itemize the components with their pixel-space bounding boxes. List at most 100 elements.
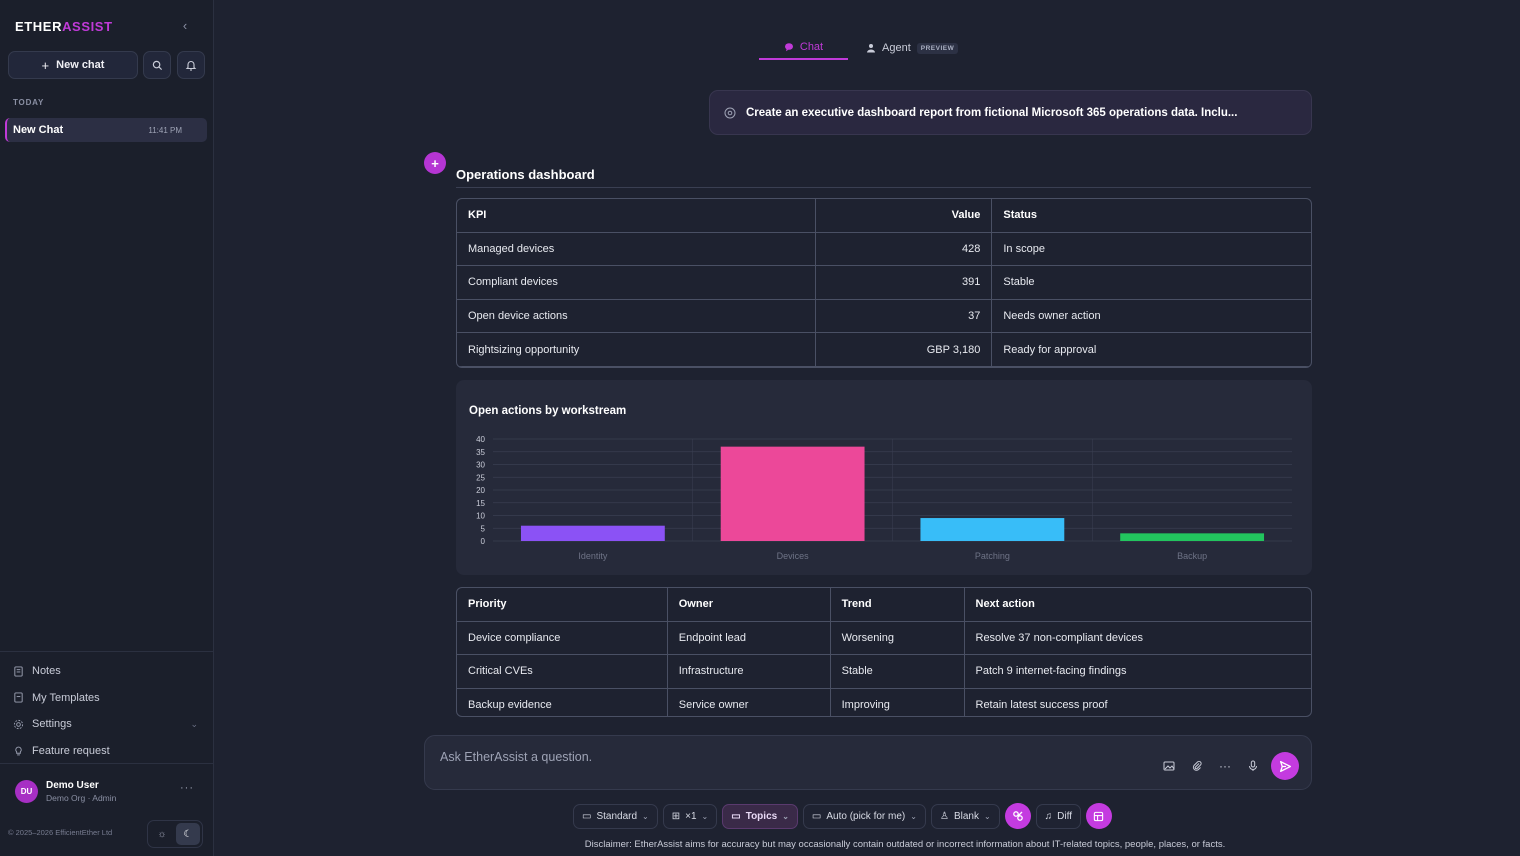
chart-title: Open actions by workstream (469, 405, 627, 417)
response-title: Operations dashboard (456, 167, 595, 182)
sidebar-item-settings[interactable]: Settings ⌄ (0, 711, 214, 738)
persona-select[interactable]: ♙ Blank ⌄ (930, 803, 1000, 829)
attach-button[interactable] (1183, 752, 1211, 780)
microphone-button[interactable] (1239, 752, 1267, 780)
bar-devices (720, 446, 865, 541)
chat-input[interactable]: Ask EtherAssist a question. (440, 750, 593, 764)
model-select[interactable]: ▭ Auto (pick for me) ⌄ (802, 803, 926, 829)
x-tick-label: Patching (975, 551, 1010, 561)
disclaimer: Disclaimer: EtherAssist aims for accurac… (584, 839, 1226, 850)
mode-select-standard[interactable]: ▭ Standard ⌄ (573, 803, 658, 829)
collapse-sidebar-icon[interactable]: ‹ (182, 18, 188, 33)
layout-icon: ⊞ (671, 810, 681, 822)
search-icon (152, 60, 162, 70)
table-cell: Stable (991, 265, 1311, 300)
table-cell: 37 (814, 298, 993, 334)
preview-badge: PREVIEW (916, 42, 959, 54)
table-header-row: KPI Value Status (457, 199, 1311, 233)
canvas-button[interactable] (1085, 803, 1112, 829)
table-cell: Endpoint lead (666, 620, 831, 656)
y-tick-label: 30 (476, 461, 485, 470)
sun-icon: ☼ (157, 828, 167, 840)
column-header: Value (814, 199, 993, 233)
search-button[interactable] (143, 51, 171, 79)
bar-chart: 0 5 10 15 20 25 30 35 40 Identity Devices Patching B… (476, 435, 1292, 561)
more-options-icon[interactable]: ··· (180, 782, 194, 794)
table-cell: Rightsizing opportunity (457, 332, 816, 367)
tab-agent[interactable]: Agent PREVIEW (848, 36, 976, 60)
light-theme-button[interactable]: ☼ (150, 823, 174, 845)
sidebar-item-notes[interactable]: Notes (0, 658, 214, 685)
user-name: Demo User (46, 780, 99, 791)
chat-input-box[interactable]: Ask EtherAssist a question. ··· (424, 735, 1312, 790)
bell-icon (185, 61, 197, 71)
table-cell: Retain latest success proof (963, 687, 1311, 716)
table-cell: Managed devices (457, 231, 816, 267)
table-cell: Needs owner action (991, 298, 1311, 334)
bar-backup (1120, 533, 1265, 541)
send-button[interactable] (1271, 752, 1299, 780)
chat-list-item[interactable]: New Chat 11:41 PM (5, 118, 207, 142)
column-header: Owner (666, 588, 831, 622)
mode-tabs: Chat Agent PREVIEW (759, 36, 976, 60)
sidebar-item-feature-request[interactable]: Feature request (0, 738, 214, 765)
new-chat-button[interactable]: + New chat (8, 51, 138, 79)
table-row: Open device actions 37 Needs owner actio… (457, 298, 1311, 334)
tab-chat[interactable]: Chat (759, 36, 848, 60)
sidebar-item-templates[interactable]: My Templates (0, 685, 214, 712)
chat-icon: ▭ (582, 810, 592, 822)
y-tick-label: 20 (476, 486, 485, 495)
table-cell: GBP 3,180 (814, 332, 993, 367)
tools-button[interactable] (1004, 803, 1031, 829)
table-cell: Device compliance (457, 620, 668, 656)
dark-theme-button[interactable]: ☾ (176, 823, 200, 845)
templates-icon (14, 692, 23, 703)
bar-patching (920, 518, 1065, 541)
table-row: Backup evidence Service owner Improving … (457, 687, 1311, 716)
person-icon: ♙ (939, 810, 949, 822)
chevron-down-icon: ⌄ (983, 811, 991, 821)
chevron-down-icon: ⌄ (701, 811, 709, 821)
table-cell: Critical CVEs (457, 654, 668, 689)
table-cell: 428 (814, 231, 993, 267)
table-row: Critical CVEs Infrastructure Stable Patc… (457, 654, 1311, 689)
table-row: Rightsizing opportunity GBP 3,180 Ready … (457, 332, 1311, 367)
table-row: Compliant devices 391 Stable (457, 265, 1311, 300)
topics-icon: ▭ (731, 810, 741, 822)
divider (456, 187, 1311, 188)
y-tick-label: 25 (476, 473, 485, 482)
composer-toolbar: ▭ Standard ⌄ ⊞ ×1 ⌄ ▭ Topics ⌄ ▭ Auto (p… (573, 803, 1112, 829)
y-tick-label: 40 (476, 435, 485, 444)
more-icon[interactable]: ··· (1219, 759, 1231, 773)
chat-bubble-icon (784, 43, 793, 52)
music-note-icon: ♫ (1044, 810, 1053, 822)
multiplier-select[interactable]: ⊞ ×1 ⌄ (662, 803, 718, 829)
table-cell: Worsening (829, 620, 965, 656)
tools-icon (1012, 811, 1023, 821)
input-actions: ··· (1155, 752, 1299, 780)
column-header: Priority (457, 588, 668, 622)
paperclip-icon (1192, 760, 1202, 771)
table-header-row: Priority Owner Trend Next action (457, 588, 1311, 622)
x-tick-label: Devices (777, 551, 810, 561)
diff-button[interactable]: ♫ Diff (1035, 803, 1081, 829)
table-cell: Backup evidence (457, 687, 668, 716)
table-cell: Service owner (666, 687, 831, 716)
table-cell: 391 (814, 265, 993, 300)
avatar[interactable]: DU (15, 780, 38, 803)
column-header: Trend (829, 588, 965, 622)
send-icon (1279, 760, 1291, 772)
person-icon (867, 44, 875, 53)
x-tick-label: Backup (1177, 551, 1207, 561)
notifications-button[interactable] (177, 51, 205, 79)
column-header: KPI (457, 199, 816, 233)
table-cell: Infrastructure (666, 654, 831, 689)
column-header: Next action (963, 588, 1311, 622)
table-cell: Stable (829, 654, 965, 689)
chevron-down-icon: ⌄ (642, 811, 649, 821)
topics-select[interactable]: ▭ Topics ⌄ (722, 803, 798, 829)
image-upload-button[interactable] (1155, 752, 1183, 780)
canvas-icon (1094, 811, 1104, 821)
chevron-down-icon: ⌄ (782, 811, 789, 821)
